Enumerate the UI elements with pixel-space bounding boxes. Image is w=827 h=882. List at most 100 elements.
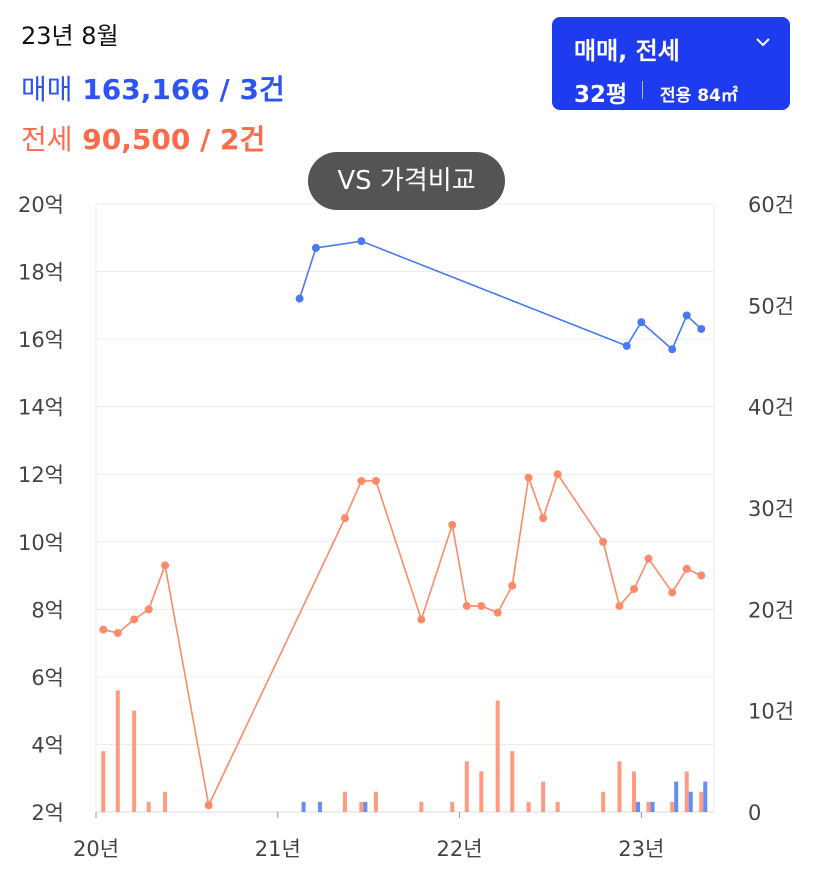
sale-volume-bar <box>688 791 693 812</box>
rent-volume-bar <box>163 791 168 812</box>
trade-type-filter-button[interactable]: 매매, 전세 32평 전용 84㎡ <box>552 17 790 110</box>
y-left-tick-label: 10억 <box>18 531 64 555</box>
rent-price-point <box>417 615 426 624</box>
rent-price-point <box>508 581 517 590</box>
y-left-tick-label: 16억 <box>18 328 64 352</box>
rent-volume-bar <box>464 761 469 812</box>
rent-volume-bar <box>495 700 500 812</box>
sale-price-point <box>682 311 691 320</box>
rent-volume-bar <box>646 801 651 812</box>
y-left-tick-label: 8억 <box>31 598 64 622</box>
rent-summary-value: 90,500 / 2건 <box>82 123 266 156</box>
rent-price-point <box>630 585 639 594</box>
rent-volume-bar <box>359 801 364 812</box>
rent-volume-bar <box>699 791 704 812</box>
sale-price-point <box>697 324 706 333</box>
x-tick-label: 22년 <box>437 837 483 861</box>
rent-volume-bar <box>132 710 137 812</box>
rent-price-point <box>161 561 170 570</box>
sale-volume-bar <box>650 801 655 812</box>
y-left-tick-label: 12억 <box>18 463 64 487</box>
sale-price-point <box>637 318 646 327</box>
pyeong-size-label: 32평 <box>574 82 628 108</box>
chevron-down-icon <box>756 38 770 47</box>
rent-volume-bar <box>101 751 106 812</box>
rent-volume-bar <box>541 781 546 812</box>
rent-price-point <box>599 537 608 546</box>
sale-volume-bar <box>317 801 322 812</box>
rent-volume-bar <box>510 751 515 812</box>
trade-type-label: 매매, 전세 <box>574 37 680 65</box>
rent-volume-bar <box>555 801 560 812</box>
y-right-tick-label: 30건 <box>748 497 794 521</box>
y-right-tick-label: 20건 <box>748 598 794 622</box>
rent-price-point <box>341 514 350 523</box>
rent-volume-bar <box>479 771 484 812</box>
rent-price-point <box>477 601 486 610</box>
sale-summary: 매매 163,166 / 3건 <box>21 68 285 108</box>
sale-price-point <box>357 237 366 246</box>
y-left-tick-label: 20억 <box>18 193 64 217</box>
rent-price-point <box>357 476 366 485</box>
rent-price-line <box>103 472 702 808</box>
y-left-tick-label: 18억 <box>18 261 64 285</box>
sale-volume-bar <box>363 801 368 812</box>
rent-summary: 전세 90,500 / 2건 <box>21 118 265 158</box>
sale-price-point <box>668 345 677 354</box>
y-right-tick-label: 50건 <box>748 294 794 318</box>
rent-price-point <box>130 615 139 624</box>
rent-price-point <box>204 801 213 810</box>
rent-price-point <box>462 601 471 610</box>
rent-price-point <box>524 473 533 482</box>
rent-volume-bar <box>115 690 120 812</box>
sale-volume-bar <box>703 781 708 812</box>
y-right-tick-label: 40건 <box>748 396 794 420</box>
filter-divider <box>642 81 643 99</box>
rent-volume-bar <box>632 771 637 812</box>
rent-volume-bar <box>343 791 348 812</box>
sale-summary-value: 163,166 / 3건 <box>82 73 285 106</box>
sale-price-point <box>295 294 304 303</box>
y-left-tick-label: 6억 <box>31 666 64 690</box>
rent-volume-bar <box>146 801 151 812</box>
x-tick-label: 20년 <box>73 837 119 861</box>
rent-price-point <box>99 625 108 634</box>
y-left-tick-label: 14억 <box>18 396 64 420</box>
x-tick-label: 23년 <box>618 837 664 861</box>
rent-volume-bar <box>684 771 689 812</box>
rent-volume-bar <box>373 791 378 812</box>
sale-price-point <box>622 341 631 350</box>
sale-price-point <box>311 243 320 252</box>
rent-price-point <box>539 514 548 523</box>
rent-volume-bar <box>601 791 606 812</box>
selected-month: 23년 8월 <box>21 22 119 50</box>
rent-price-point <box>697 571 706 580</box>
x-tick-label: 21년 <box>255 837 301 861</box>
rent-volume-bar <box>526 801 531 812</box>
rent-volume-bar <box>419 801 424 812</box>
rent-price-point <box>493 608 502 617</box>
rent-summary-label: 전세 <box>21 123 73 156</box>
rent-price-point <box>448 520 457 529</box>
rent-volume-bar <box>670 801 675 812</box>
rent-price-point <box>144 605 153 614</box>
rent-volume-bar <box>617 761 622 812</box>
y-left-tick-label: 4억 <box>31 733 64 757</box>
sale-volume-bar <box>301 801 306 812</box>
exclusive-area-label: 전용 84㎡ <box>660 86 738 106</box>
vs-compare-button[interactable]: VS 가격비교 <box>308 152 505 210</box>
rent-price-point <box>682 564 691 573</box>
rent-price-point <box>553 470 562 479</box>
rent-price-point <box>615 601 624 610</box>
rent-price-point <box>644 554 653 563</box>
sale-volume-bar <box>636 801 641 812</box>
rent-price-point <box>371 476 380 485</box>
sale-volume-bar <box>674 781 679 812</box>
y-left-tick-label: 2억 <box>31 801 64 825</box>
y-right-tick-label: 60건 <box>748 193 794 217</box>
sale-summary-label: 매매 <box>21 73 73 106</box>
y-right-tick-label: 0 <box>748 801 761 825</box>
sale-price-line <box>298 240 702 351</box>
y-right-tick-label: 10건 <box>748 700 794 724</box>
